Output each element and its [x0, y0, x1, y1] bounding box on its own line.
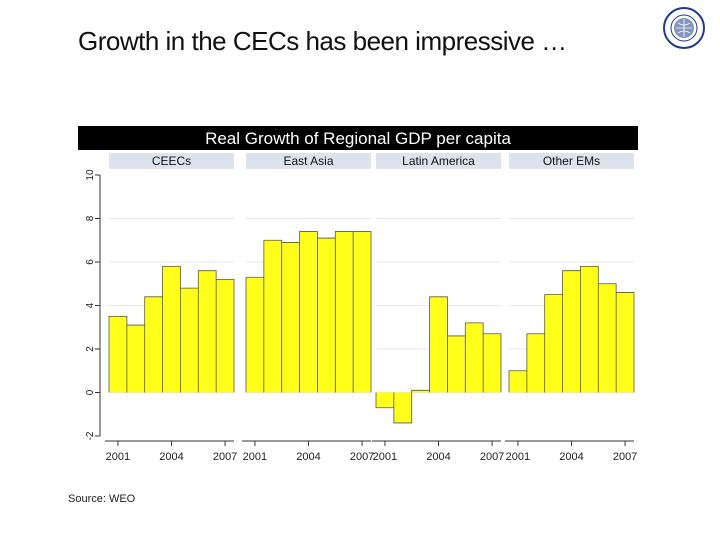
panel-strip-label: CEECs [152, 154, 191, 168]
source-note: Source: WEO [68, 493, 136, 505]
bar-outline [508, 265, 635, 393]
slide-title: Growth in the CECs has been impressive … [78, 26, 567, 56]
x-tick-label: 2004 [426, 451, 450, 463]
x-tick-label: 2007 [480, 451, 504, 463]
x-tick-label: 2001 [106, 451, 130, 463]
bar-outline [245, 231, 372, 393]
panel-ceecs: CEECs 2001 2004 2007 [105, 153, 237, 463]
seal-inner-ring [670, 14, 698, 42]
bar [544, 294, 563, 393]
seal-globe-lines [676, 19, 692, 37]
bar [429, 296, 448, 393]
panel-strip-label: East Asia [283, 154, 333, 168]
bar [616, 292, 634, 393]
panel-other-ems: Other EMs 2001 2004 2007 [505, 153, 637, 463]
y-tick-label: 10 [85, 169, 96, 181]
x-tick-label: 2004 [159, 451, 183, 463]
bar-outline [375, 296, 502, 424]
bar [393, 392, 412, 423]
panel-strip-label: Other EMs [543, 154, 600, 168]
bar [447, 335, 466, 393]
x-tick-label: 2001 [506, 451, 530, 463]
bar [144, 296, 163, 393]
bar [299, 231, 318, 393]
x-tick-label: 2001 [373, 451, 397, 463]
bar [281, 242, 300, 393]
bar [509, 370, 527, 393]
bar [263, 240, 282, 393]
panel-strip-label: Latin America [402, 154, 475, 168]
bar [198, 270, 217, 393]
panel-east-asia: East Asia 2001 2004 2007 [242, 153, 374, 463]
y-tick-label: 0 [85, 389, 96, 395]
bar [562, 270, 581, 393]
x-tick-label: 2007 [613, 451, 637, 463]
bar [376, 392, 394, 408]
bar [465, 322, 484, 393]
panel-latin-america: Latin America 2001 2004 2007 [372, 153, 504, 463]
panel-strip [376, 153, 501, 169]
bar [126, 325, 145, 393]
x-tick-label: 2004 [296, 451, 320, 463]
chart-title: Real Growth of Regional GDP per capita [205, 129, 511, 148]
y-tick-label: -2 [85, 431, 96, 440]
x-tick-label: 2004 [559, 451, 583, 463]
bar [246, 277, 264, 393]
chart-title-band [78, 126, 638, 150]
bar-outline [108, 265, 235, 393]
y-tick-label: 2 [85, 346, 96, 352]
panel-strip [109, 153, 234, 169]
y-tick-label: 6 [85, 259, 96, 265]
seal-outer-ring [663, 7, 705, 49]
panel-strip [246, 153, 371, 169]
y-tick-label: 4 [85, 302, 96, 308]
bar [598, 283, 617, 393]
y-tick-label: 8 [85, 215, 96, 221]
imf-seal-logo [663, 7, 705, 49]
x-tick-label: 2001 [243, 451, 267, 463]
panel-strip [509, 153, 634, 169]
bar [162, 266, 181, 393]
bar [526, 333, 545, 393]
bar [580, 266, 599, 393]
bar [109, 316, 127, 393]
bar [335, 231, 354, 393]
bar [317, 238, 336, 393]
bar [180, 288, 199, 393]
bar [216, 279, 234, 393]
bar [411, 390, 430, 393]
bar [483, 333, 501, 393]
x-tick-label: 2007 [213, 451, 237, 463]
x-tick-label: 2007 [350, 451, 374, 463]
bar [353, 231, 371, 393]
